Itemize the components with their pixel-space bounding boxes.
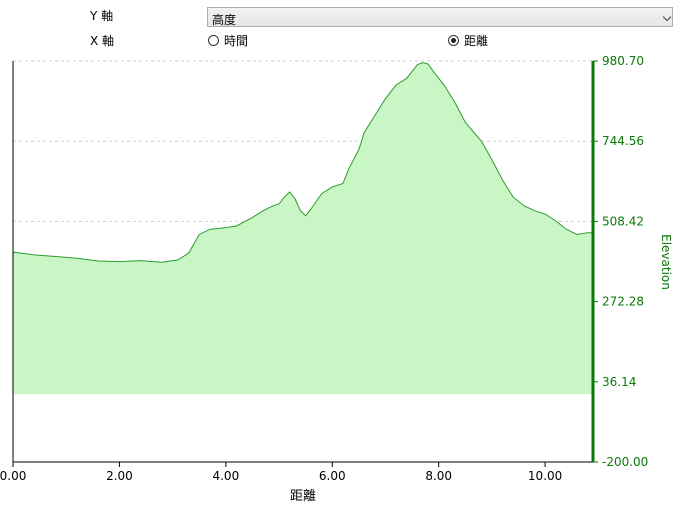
- radio-button-icon[interactable]: [208, 35, 219, 46]
- elevation-line: [12, 62, 593, 263]
- y-axis-selector-label: Y 軸: [90, 9, 114, 23]
- elevation-area: [13, 62, 593, 395]
- radio-button-icon[interactable]: [448, 35, 459, 46]
- x-axis-option-distance[interactable]: 距離: [448, 32, 488, 49]
- x-axis-title: 距離: [290, 489, 316, 504]
- y-axis-title: Elevation: [659, 234, 673, 290]
- y-axis-select-value: 高度: [212, 13, 237, 27]
- x-axis-option-time-label: 時間: [224, 34, 249, 48]
- x-axis-option-distance-label: 距離: [464, 34, 489, 48]
- x-axis-selector-label: X 軸: [90, 34, 115, 48]
- x-tick-label: 8.00: [425, 469, 452, 483]
- y-tick-label: 744.56: [602, 134, 644, 148]
- x-tick-label: 2.00: [106, 469, 133, 483]
- x-tick-label: 4.00: [212, 469, 239, 483]
- y-axis-select[interactable]: 高度: [207, 7, 673, 27]
- y-tick-label: 36.14: [602, 375, 636, 389]
- y-tick-label: -200.00: [602, 455, 648, 469]
- x-tick-label: 6.00: [319, 469, 346, 483]
- x-tick-label: 10.00: [528, 469, 562, 483]
- y-tick-label: 508.42: [602, 214, 644, 228]
- x-axis-option-time[interactable]: 時間: [208, 32, 248, 49]
- x-tick-label: 0.00: [0, 469, 26, 483]
- y-tick-label: 980.70: [602, 54, 644, 68]
- y-tick-label: 272.28: [602, 295, 644, 309]
